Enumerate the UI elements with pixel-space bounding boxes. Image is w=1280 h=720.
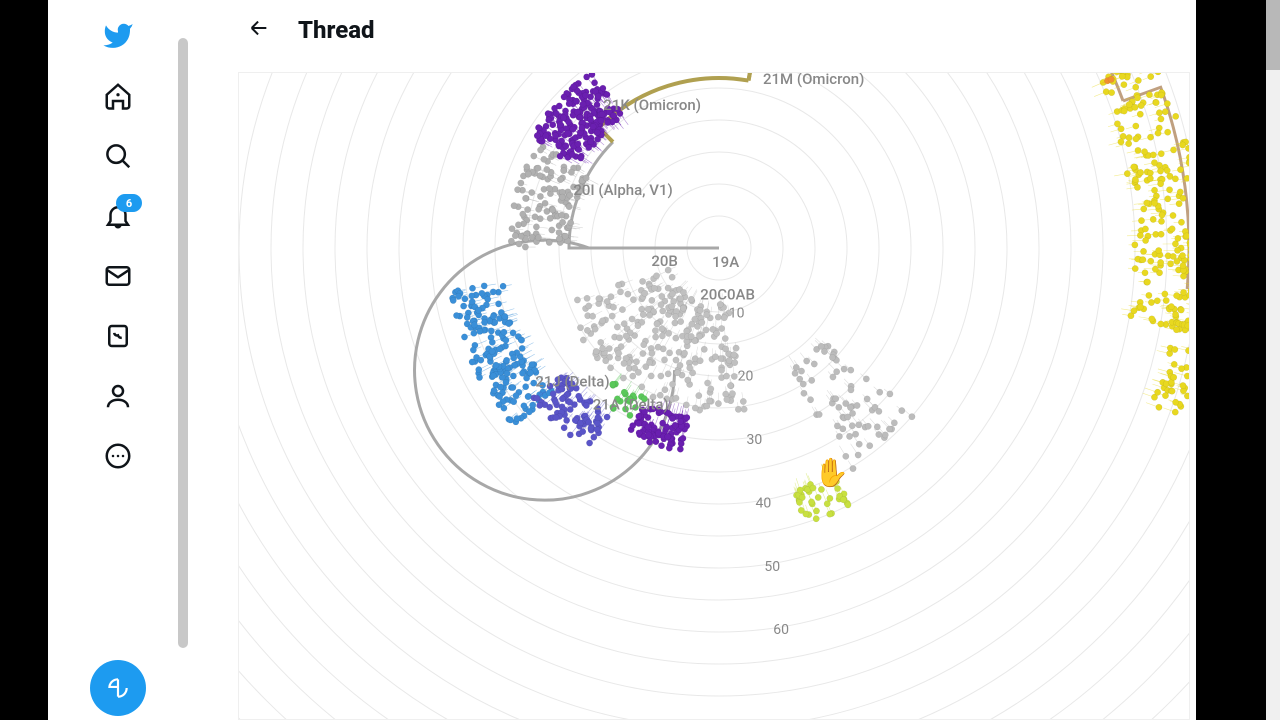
svg-text:21M (Omicron): 21M (Omicron): [763, 73, 864, 88]
profile-icon[interactable]: [102, 380, 134, 412]
svg-text:20: 20: [738, 369, 754, 385]
svg-text:21A (Delta): 21A (Delta): [593, 396, 669, 414]
tweet-media[interactable]: 10203040506019A20B20C0AB20I (Alpha, V1)2…: [238, 72, 1190, 720]
phylogenetic-tree: 10203040506019A20B20C0AB20I (Alpha, V1)2…: [239, 73, 1190, 720]
svg-text:20B: 20B: [651, 252, 678, 270]
svg-text:21J (Delta): 21J (Delta): [535, 372, 609, 390]
notifications-icon[interactable]: 6: [102, 200, 134, 232]
nav-sidebar: 6: [48, 0, 188, 720]
page-scrollbar-track[interactable]: [1266, 0, 1280, 720]
thread-header: Thread: [188, 0, 1196, 60]
page-title: Thread: [298, 16, 375, 44]
search-icon[interactable]: [102, 140, 134, 172]
home-icon[interactable]: [102, 80, 134, 112]
sidebar-scrollbar[interactable]: [178, 38, 188, 648]
bookmarks-icon[interactable]: [102, 320, 134, 352]
svg-text:21K (Omicron): 21K (Omicron): [603, 96, 701, 114]
svg-text:60: 60: [773, 622, 789, 638]
app-panel: 6 Thread 10203040506019A20B20C0AB20I (Al…: [48, 0, 1196, 720]
svg-text:50: 50: [764, 559, 780, 575]
svg-text:19A: 19A: [712, 253, 739, 271]
compose-button[interactable]: [90, 660, 146, 716]
more-icon[interactable]: [102, 440, 134, 472]
page-scrollbar-thumb[interactable]: [1266, 0, 1280, 70]
pointer-cursor-icon: ✋: [814, 456, 849, 489]
notification-badge: 6: [116, 194, 142, 212]
svg-text:30: 30: [747, 432, 763, 448]
messages-icon[interactable]: [102, 260, 134, 292]
back-button[interactable]: [248, 17, 270, 43]
twitter-logo-icon[interactable]: [102, 20, 134, 52]
svg-text:20C0AB: 20C0AB: [700, 286, 755, 304]
svg-text:20I (Alpha, V1): 20I (Alpha, V1): [573, 181, 672, 199]
svg-text:40: 40: [755, 495, 771, 511]
